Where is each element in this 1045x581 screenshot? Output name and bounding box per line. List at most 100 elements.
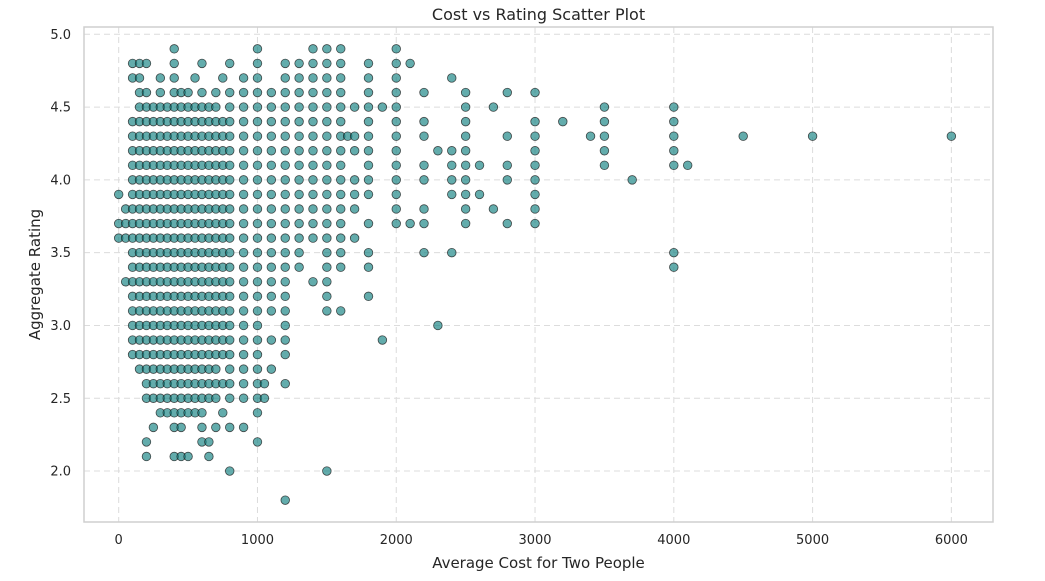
x-tick-label: 5000 — [796, 533, 829, 548]
y-tick-label: 3.0 — [50, 319, 71, 334]
scatter-point — [502, 131, 512, 141]
scatter-point — [280, 233, 290, 243]
scatter-point — [266, 146, 277, 156]
scatter-point — [363, 175, 374, 185]
scatter-point — [238, 277, 249, 287]
scatter-point — [488, 204, 499, 214]
scatter-point — [336, 262, 346, 272]
scatter-point — [225, 204, 235, 214]
scatter-point — [238, 102, 249, 112]
scatter-point — [238, 349, 249, 360]
scatter-point — [599, 146, 610, 156]
scatter-point — [349, 204, 360, 214]
scatter-point — [391, 204, 401, 214]
scatter-point — [266, 291, 277, 302]
data-points — [113, 44, 957, 505]
scatter-point — [266, 87, 277, 98]
scatter-point — [211, 102, 221, 112]
scatter-point — [405, 58, 415, 69]
scatter-point — [322, 233, 332, 243]
scatter-point — [530, 131, 540, 141]
scatter-point — [252, 160, 263, 171]
scatter-point — [225, 291, 235, 302]
scatter-point — [363, 73, 374, 83]
scatter-point — [460, 146, 471, 156]
scatter-point — [599, 131, 610, 141]
scatter-point — [308, 73, 318, 83]
scatter-point — [363, 58, 374, 69]
scatter-point — [211, 393, 221, 403]
scatter-point — [225, 262, 235, 272]
scatter-point — [238, 204, 249, 214]
scatter-point — [530, 116, 540, 127]
scatter-point — [391, 116, 401, 127]
scatter-point — [252, 175, 263, 185]
scatter-point — [627, 175, 637, 185]
scatter-point — [238, 218, 249, 229]
scatter-point — [252, 335, 263, 345]
scatter-point — [419, 160, 429, 171]
scatter-point — [266, 247, 277, 258]
scatter-point — [599, 102, 610, 112]
scatter-point — [225, 233, 235, 243]
scatter-point — [377, 335, 388, 345]
scatter-point — [460, 131, 471, 141]
scatter-point — [530, 87, 540, 98]
scatter-point — [238, 335, 249, 345]
scatter-point — [502, 160, 512, 171]
scatter-point — [211, 364, 221, 374]
scatter-point — [336, 58, 346, 69]
scatter-point — [225, 247, 235, 258]
scatter-point — [225, 160, 235, 171]
scatter-point — [322, 44, 332, 54]
scatter-point — [336, 189, 346, 200]
scatter-point — [322, 204, 332, 214]
scatter-point — [363, 160, 374, 171]
scatter-point — [336, 146, 346, 156]
scatter-point — [294, 247, 304, 258]
scatter-point — [336, 102, 346, 112]
scatter-point — [363, 146, 374, 156]
y-tick-label: 4.5 — [50, 101, 71, 116]
scatter-point — [280, 247, 290, 258]
scatter-point — [252, 116, 263, 127]
scatter-point — [238, 262, 249, 272]
scatter-point — [294, 102, 304, 112]
scatter-point — [391, 146, 401, 156]
scatter-point — [225, 87, 235, 98]
scatter-point — [225, 320, 235, 331]
scatter-point — [558, 116, 568, 127]
scatter-point — [183, 451, 193, 462]
scatter-point — [363, 262, 374, 272]
scatter-point — [433, 320, 443, 331]
scatter-point — [280, 218, 290, 229]
scatter-point — [308, 218, 318, 229]
scatter-point — [308, 102, 318, 112]
scatter-point — [322, 175, 332, 185]
scatter-point — [488, 102, 499, 112]
x-tick-label: 4000 — [657, 533, 690, 548]
scatter-point — [266, 102, 277, 112]
scatter-point — [266, 160, 277, 171]
scatter-point — [419, 204, 429, 214]
grid — [84, 27, 993, 522]
scatter-point — [669, 160, 679, 171]
scatter-point — [238, 291, 249, 302]
scatter-point — [238, 160, 249, 171]
scatter-point — [530, 160, 540, 171]
scatter-point — [252, 277, 263, 287]
scatter-point — [280, 175, 290, 185]
scatter-point — [669, 146, 679, 156]
scatter-point — [391, 189, 401, 200]
scatter-point — [308, 116, 318, 127]
scatter-point — [363, 131, 374, 141]
scatter-point — [225, 349, 235, 360]
scatter-point — [474, 189, 485, 200]
scatter-point — [252, 218, 263, 229]
scatter-point — [391, 218, 401, 229]
scatter-point — [363, 87, 374, 98]
scatter-point — [238, 306, 249, 316]
scatter-point — [225, 189, 235, 200]
scatter-point — [211, 422, 221, 433]
scatter-point — [460, 218, 471, 229]
